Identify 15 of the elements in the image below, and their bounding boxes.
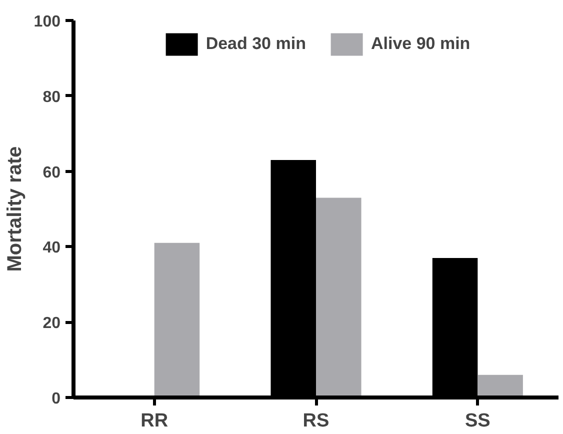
y-tick-label: 100 <box>34 14 61 30</box>
y-axis-title: Mortality rate <box>4 146 26 272</box>
x-tick-label: SS <box>464 410 490 432</box>
bar <box>154 242 200 398</box>
x-tick-label: RS <box>302 410 330 432</box>
y-tick-label: 40 <box>42 240 61 257</box>
y-tick-label: 80 <box>42 88 61 106</box>
legend-label: Dead 30 min <box>206 34 306 54</box>
bar <box>478 374 523 398</box>
x-tick-label: RR <box>140 410 168 432</box>
y-tick-label: 60 <box>42 164 61 182</box>
bar <box>316 198 362 398</box>
y-tick-label: 20 <box>42 315 61 332</box>
legend-label: Alive 90 min <box>370 34 470 54</box>
y-tick-label: 0 <box>52 390 61 408</box>
